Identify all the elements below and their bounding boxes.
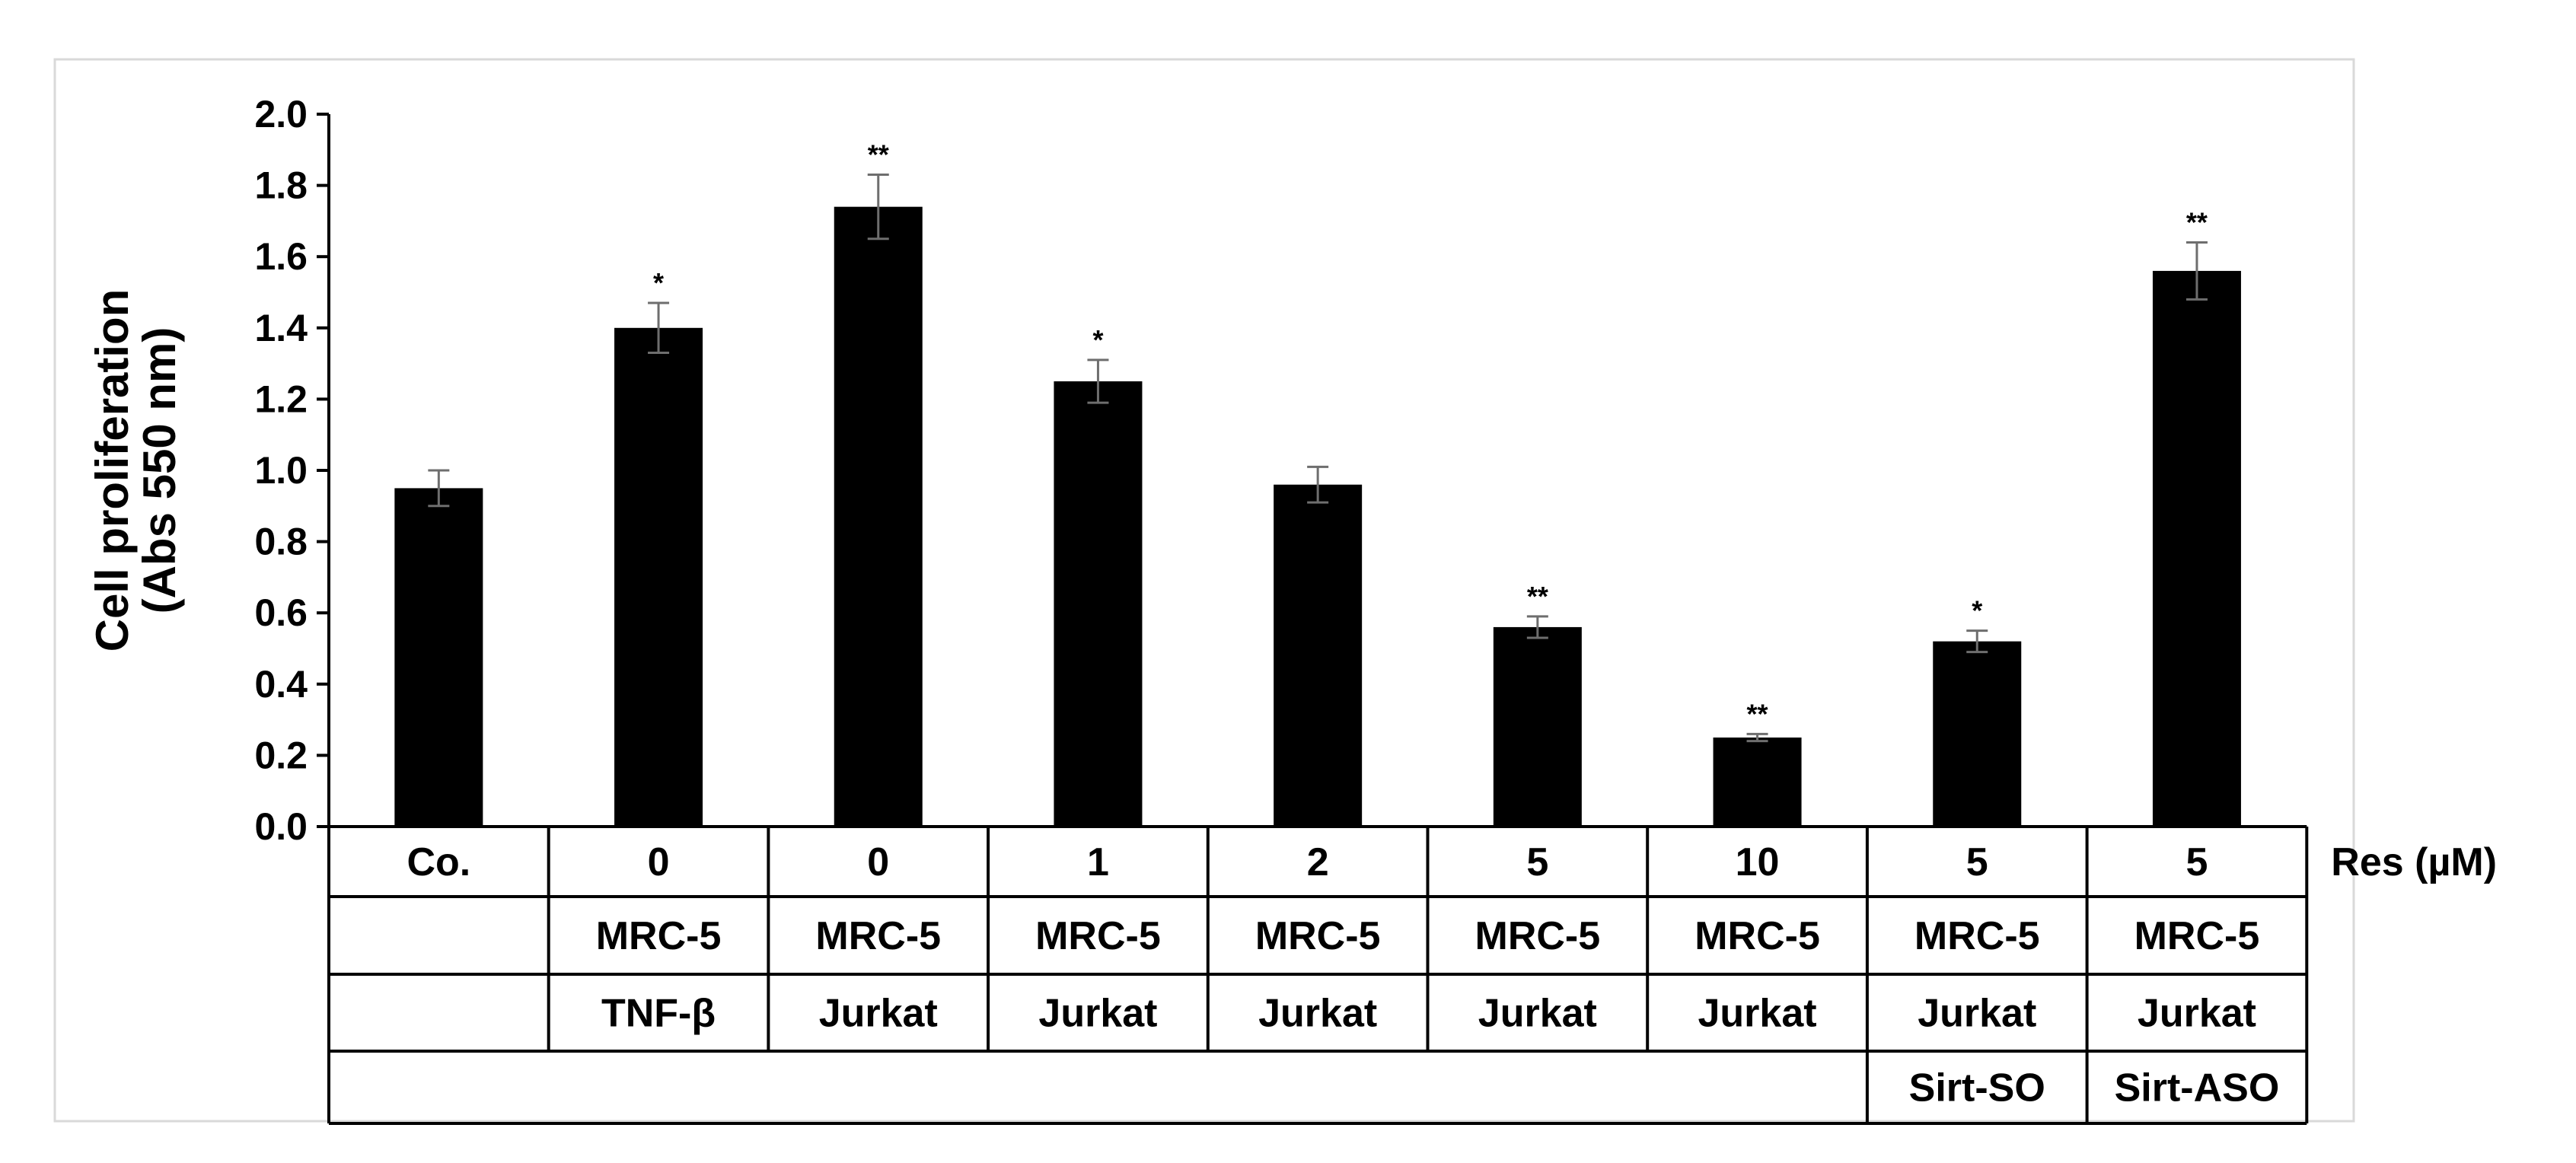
table-cell: 0	[867, 840, 889, 884]
y-axis: 0.0 0.2 0.4 0.6 0.8 1.0 1.2 1.4 1.6 1.8 2.0	[254, 93, 330, 848]
y-axis-label: Cell proliferation(Abs 550 nm)	[87, 289, 185, 652]
y-axis-label-line: Cell proliferation	[87, 289, 138, 652]
table-cell: Jurkat	[1698, 992, 1817, 1036]
table-cell: MRC-5	[1914, 914, 2040, 958]
table-cell: Co.	[406, 840, 470, 884]
table-cell: Jurkat	[2138, 992, 2256, 1036]
table-cell: MRC-5	[815, 914, 941, 958]
bar	[1933, 641, 2022, 827]
table-cell: MRC-5	[596, 914, 722, 958]
bar	[1274, 484, 1363, 827]
y-tick-label: 0.6	[254, 591, 308, 634]
table-cell: MRC-5	[1694, 914, 1820, 958]
significance-marker: **	[1747, 698, 1768, 729]
significance-marker: **	[868, 139, 889, 170]
y-tick-label: 0.8	[254, 521, 308, 563]
table-cell: 2	[1307, 840, 1329, 884]
significance-marker: **	[1527, 581, 1548, 612]
y-tick-label: 1.8	[254, 164, 308, 207]
table-cell: 1	[1087, 840, 1109, 884]
table-cell: MRC-5	[1035, 914, 1161, 958]
table-cell: 10	[1736, 840, 1780, 884]
significance-marker: *	[1092, 324, 1103, 355]
bar	[1713, 738, 1802, 827]
table-cell: Jurkat	[1918, 992, 2036, 1036]
table-cell: 5	[2185, 840, 2208, 884]
bar	[1493, 626, 1582, 827]
y-tick-label: 0.0	[254, 805, 308, 848]
table-cell: TNF-β	[601, 992, 716, 1036]
bar	[834, 206, 923, 827]
table-cell: MRC-5	[1255, 914, 1381, 958]
significance-marker: **	[2186, 206, 2208, 237]
significance-marker: *	[1972, 595, 1982, 626]
bar	[614, 327, 703, 827]
y-axis-label-line: (Abs 550 nm)	[134, 327, 185, 614]
y-tick-label: 1.4	[254, 307, 308, 349]
y-tick-label: 1.0	[254, 449, 308, 492]
y-tick-label: 1.2	[254, 378, 308, 420]
y-tick-label: 1.6	[254, 235, 308, 278]
y-tick-label: 0.2	[254, 734, 308, 776]
table-cell: Jurkat	[1478, 992, 1597, 1036]
table-cell: Jurkat	[1258, 992, 1377, 1036]
table-row-label: Res (µM)	[2331, 840, 2497, 884]
y-tick-label: 2.0	[254, 93, 308, 135]
table-cell: 5	[1526, 840, 1548, 884]
table-cell: Jurkat	[1038, 992, 1157, 1036]
bar	[1054, 381, 1143, 827]
table-cell: MRC-5	[1475, 914, 1601, 958]
condition-table: Co. 0 0 1 2 5 10 5 5 Res (µM) MRC-5 MRC-5 MRC-5 MRC-5…	[327, 825, 2497, 1125]
table-cell: Sirt-ASO	[2115, 1066, 2280, 1110]
bar	[394, 488, 483, 827]
y-tick-label: 0.4	[254, 663, 308, 706]
significance-marker: *	[653, 267, 664, 298]
bars: ***********	[394, 139, 2241, 827]
bar	[2152, 270, 2241, 827]
table-cell: 0	[648, 840, 670, 884]
table-cell: Jurkat	[819, 992, 938, 1036]
table-cell: Sirt-SO	[1909, 1066, 2045, 1110]
table-cell: 5	[1966, 840, 1988, 884]
table-cell: MRC-5	[2134, 914, 2260, 958]
